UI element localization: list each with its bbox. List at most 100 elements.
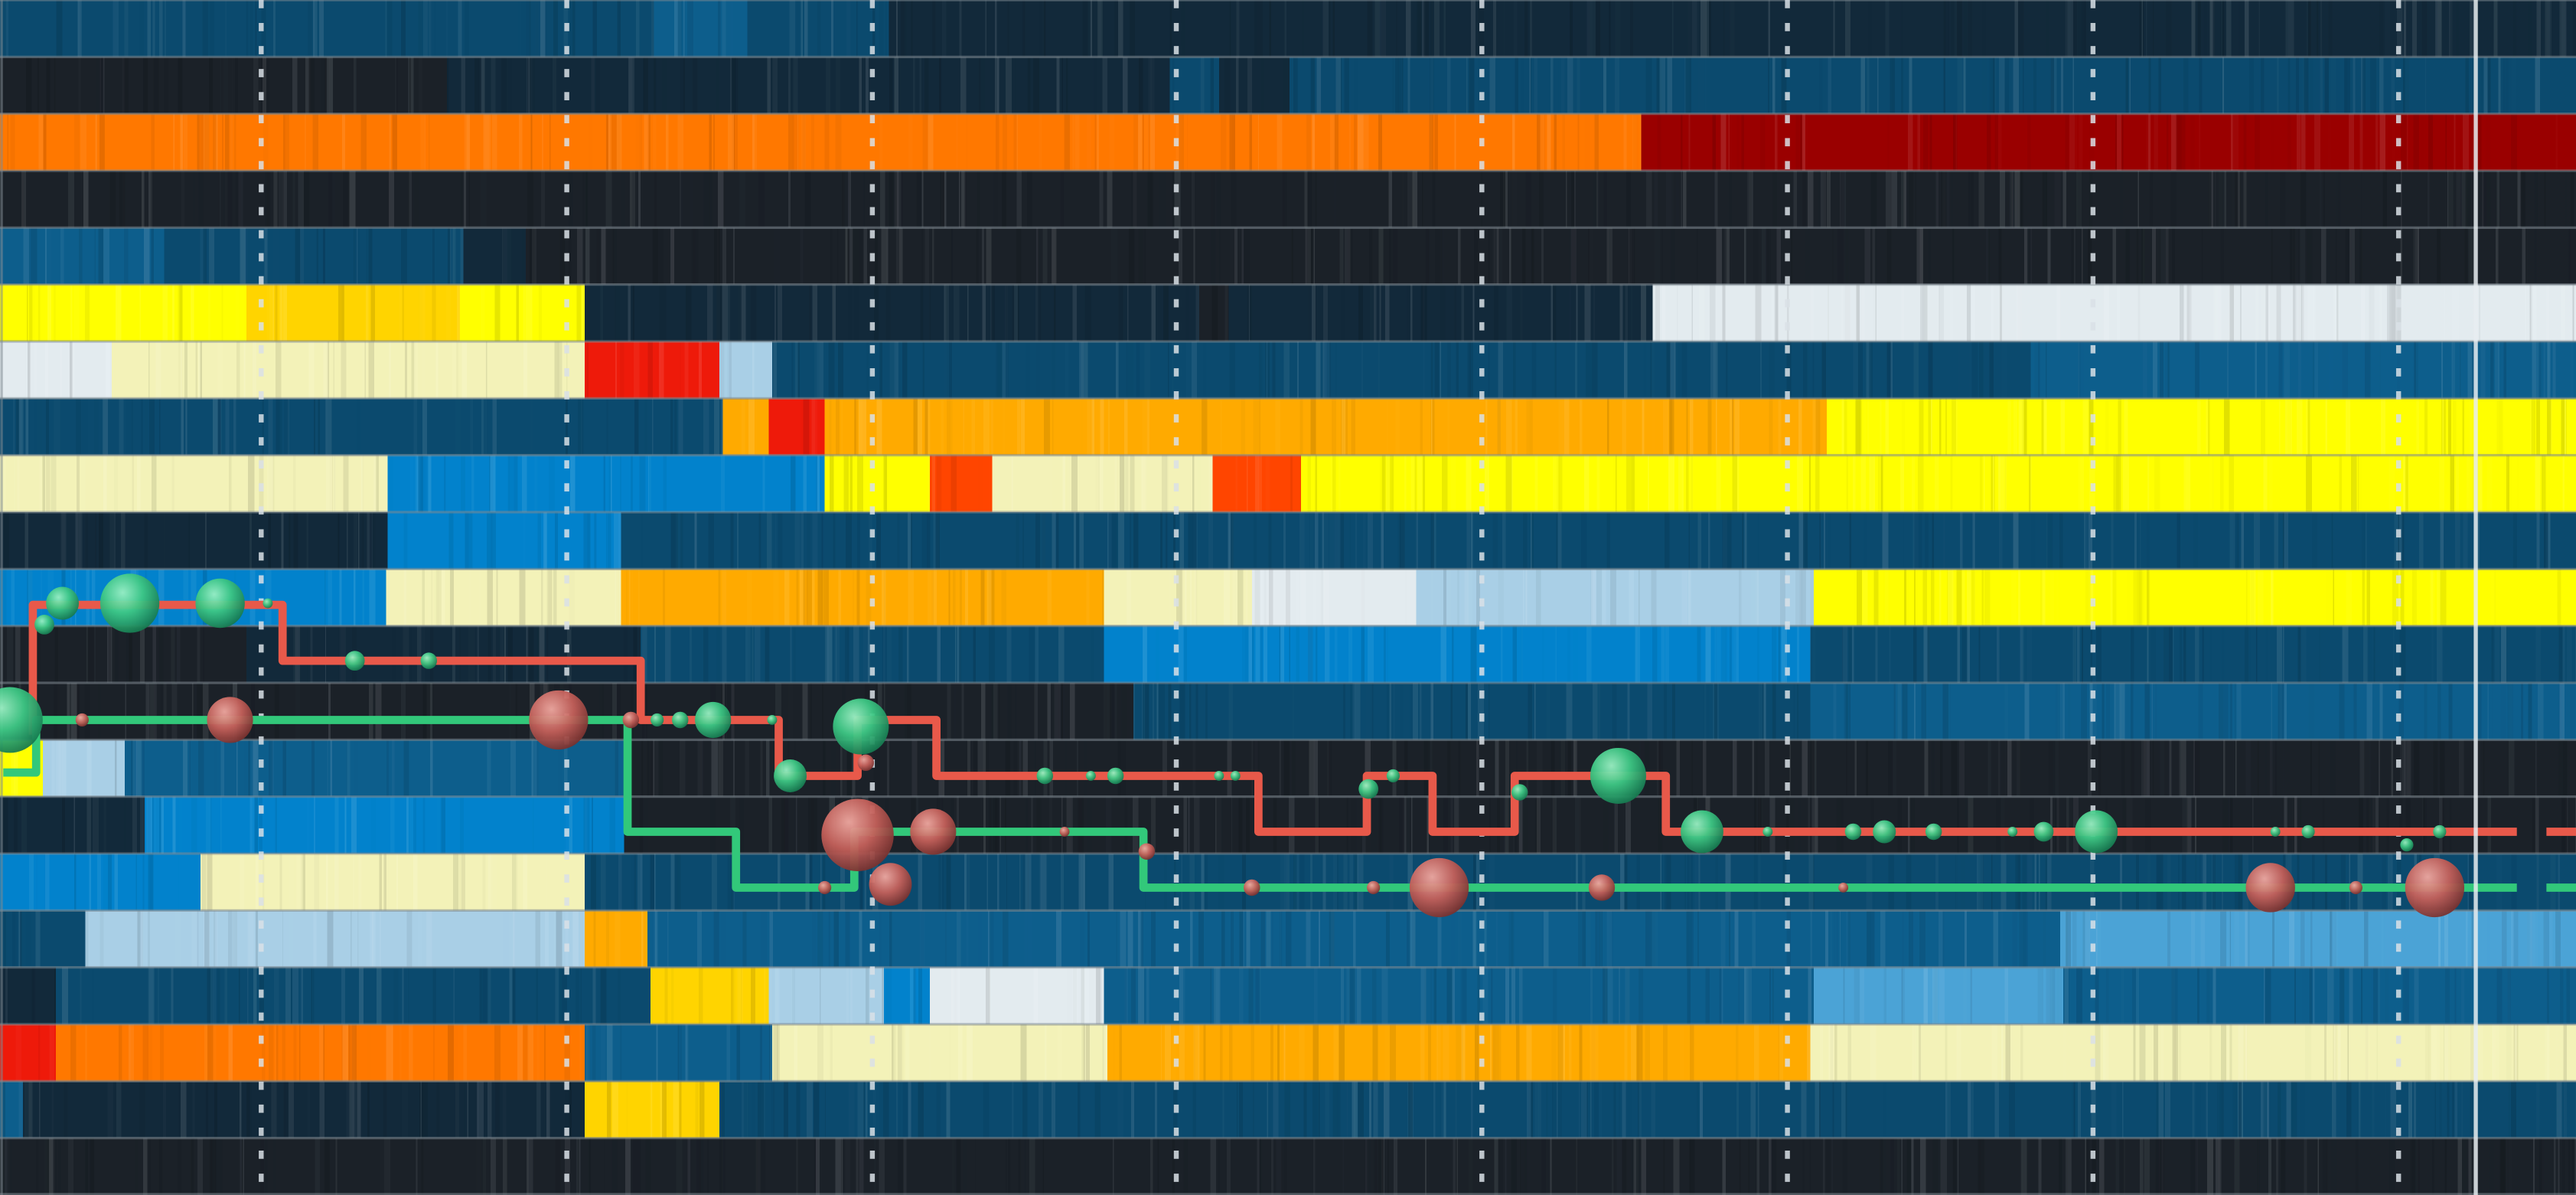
track-12-streak — [1714, 625, 1721, 683]
track-8-streak — [2124, 398, 2128, 455]
track-6-streak — [1012, 284, 1016, 342]
track-11-streak — [2362, 569, 2366, 626]
track-10-streak — [1999, 512, 2003, 570]
track-12-streak — [1842, 625, 1847, 683]
node-35 — [1844, 823, 1862, 841]
node-46 — [869, 863, 912, 906]
track-9-streak — [1441, 455, 1448, 512]
track-7-streak — [1272, 341, 1276, 399]
track-9-streak — [1668, 455, 1674, 512]
track-15-streak — [2475, 796, 2480, 854]
track-17-streak — [1138, 910, 1143, 968]
track-5-streak — [2088, 227, 2092, 285]
track-16-streak — [618, 854, 622, 911]
track-3-streak — [183, 113, 187, 171]
track-12-streak — [468, 625, 475, 683]
track-4-streak — [605, 171, 612, 228]
track-21-streak — [1378, 1138, 1384, 1195]
track-4-streak — [1772, 171, 1777, 228]
track-13-streak — [788, 683, 793, 740]
track-11-streak — [1961, 569, 1965, 626]
track-14-streak — [842, 740, 847, 797]
track-1-streak — [1396, 0, 1397, 57]
track-9-streak — [1246, 455, 1248, 512]
track-14-streak — [647, 740, 650, 797]
track-7-streak — [586, 341, 589, 399]
track-8-streak — [755, 398, 758, 455]
track-7-streak — [1969, 341, 1972, 399]
track-14-streak — [659, 740, 663, 797]
track-2-streak — [409, 57, 411, 114]
track-20-streak — [2278, 1081, 2281, 1138]
track-12-streak — [1810, 625, 1811, 683]
track-20-streak — [1845, 1081, 1847, 1138]
track-10-streak — [1943, 512, 1945, 570]
track-1-streak — [592, 0, 597, 57]
track-4-streak — [238, 171, 243, 228]
track-5-streak — [1210, 227, 1216, 285]
track-3-streak — [995, 113, 999, 171]
track-8-streak — [2307, 398, 2310, 455]
track-20-streak — [2008, 1081, 2015, 1138]
track-7-streak — [1446, 341, 1452, 399]
track-14-streak — [51, 740, 55, 797]
track-10-streak — [1304, 512, 1309, 570]
track-9-streak — [2183, 455, 2186, 512]
track-4-streak — [1315, 171, 1317, 228]
track-3-streak — [1013, 113, 1018, 171]
track-2-streak — [2405, 57, 2410, 114]
track-15-streak — [2122, 796, 2127, 854]
track-8-streak — [185, 398, 187, 455]
track-12-streak — [1178, 625, 1184, 683]
track-5-streak — [1427, 227, 1430, 285]
track-1-streak — [312, 0, 315, 57]
track-8-streak — [1880, 398, 1882, 455]
track-1-streak — [686, 0, 693, 57]
track-21-streak — [1932, 1138, 1939, 1195]
track-16-streak — [429, 854, 434, 911]
track-21-streak — [1635, 1138, 1641, 1195]
track-13-streak — [1793, 683, 1795, 740]
trace-1-line — [28, 600, 2481, 836]
track-10-streak — [1039, 512, 1046, 570]
track-17-streak — [86, 910, 89, 968]
track-row-14 — [0, 740, 2576, 797]
track-8-streak — [2118, 398, 2122, 455]
track-15-streak — [1411, 796, 1413, 854]
track-16-streak — [677, 854, 681, 911]
track-2-streak — [1685, 57, 1692, 114]
track-11-streak — [1446, 569, 1451, 626]
track-16-streak — [944, 854, 948, 911]
track-7-streak — [364, 341, 367, 399]
track-4-streak — [2013, 171, 2016, 228]
track-19-streak — [1991, 1024, 1998, 1082]
track-7-streak — [1592, 341, 1598, 399]
track-18-streak — [2309, 967, 2313, 1024]
track-11-streak — [964, 569, 968, 626]
node-29 — [821, 798, 894, 872]
track-7-streak — [719, 341, 725, 399]
track-18-streak — [171, 967, 174, 1024]
track-21-streak — [2144, 1138, 2150, 1195]
track-20-streak — [1553, 1081, 1557, 1138]
track-10-streak — [694, 512, 697, 570]
track-20-streak — [289, 1081, 294, 1138]
track-14-streak — [2245, 740, 2251, 797]
track-20-streak — [205, 1081, 209, 1138]
track-9-streak — [639, 455, 646, 512]
track-18-streak — [311, 967, 313, 1024]
track-8-streak — [2207, 398, 2210, 455]
track-14-streak — [654, 740, 660, 797]
track-21-streak — [2317, 1138, 2319, 1195]
track-4-streak — [1334, 171, 1337, 228]
track-14-streak — [1702, 740, 1707, 797]
track-16-streak — [2195, 854, 2197, 911]
track-19-streak — [1590, 1024, 1596, 1082]
track-21-streak — [527, 1138, 533, 1195]
track-14-streak — [2007, 740, 2012, 797]
track-19-streak — [342, 1024, 348, 1082]
track-3-streak — [1929, 113, 1932, 171]
node-48 — [1367, 880, 1381, 895]
node-7 — [420, 652, 438, 669]
track-20-streak — [1222, 1081, 1224, 1138]
